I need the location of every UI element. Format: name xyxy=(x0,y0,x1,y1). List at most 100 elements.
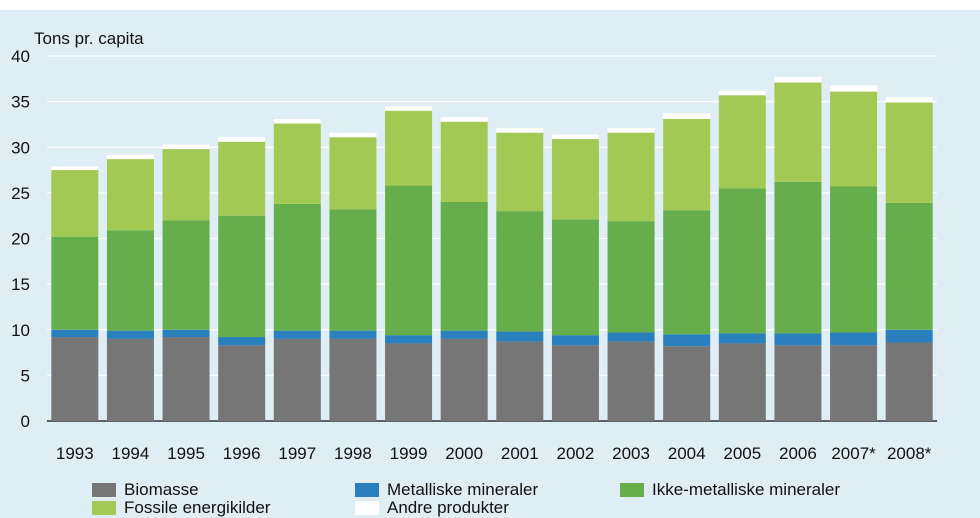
bar-segment-biomasse xyxy=(551,345,599,421)
bar-segment-andre-produkter xyxy=(607,128,655,133)
bar-segment-biomasse xyxy=(718,343,766,421)
bar-segment-metalliske-mineraler xyxy=(774,333,822,346)
bar-segment-fossile-energikilder xyxy=(663,118,711,211)
x-tick-label: 1995 xyxy=(167,444,205,463)
x-tick-label: 1993 xyxy=(56,444,94,463)
bar-segment-metalliske-mineraler xyxy=(51,329,99,338)
bar-segment-biomasse xyxy=(329,338,377,421)
bar-segment-fossile-energikilder xyxy=(329,137,377,210)
y-tick-label: 15 xyxy=(11,275,30,294)
x-tick-label: 2003 xyxy=(612,444,650,463)
bar-segment-andre-produkter xyxy=(218,137,266,142)
bar-segment-andre-produkter xyxy=(273,118,321,124)
legend-item: Fossile energikilder xyxy=(92,498,270,518)
y-tick-label: 0 xyxy=(21,412,30,431)
bar-segment-biomasse xyxy=(106,338,154,421)
bar-segment-fossile-energikilder xyxy=(385,110,433,186)
legend-swatch xyxy=(355,501,379,515)
bar-segment-ikke-metalliske-mineraler xyxy=(162,220,210,330)
bar-segment-andre-produkter xyxy=(718,90,766,96)
bar-segment-metalliske-mineraler xyxy=(162,329,210,338)
bar-segment-fossile-energikilder xyxy=(273,123,321,204)
x-tick-label: 2001 xyxy=(501,444,539,463)
bar-segment-fossile-energikilder xyxy=(496,132,544,212)
bar-segment-biomasse xyxy=(496,341,544,421)
bar-segment-fossile-energikilder xyxy=(106,159,154,231)
bar-segment-metalliske-mineraler xyxy=(496,331,544,342)
bar-segment-ikke-metalliske-mineraler xyxy=(774,181,822,334)
bar-segment-fossile-energikilder xyxy=(607,132,655,222)
legend-label: Andre produkter xyxy=(387,498,509,517)
bar-segment-andre-produkter xyxy=(551,134,599,140)
bar-segment-andre-produkter xyxy=(496,128,544,133)
bar-segment-ikke-metalliske-mineraler xyxy=(106,230,154,331)
bar-segment-fossile-energikilder xyxy=(774,82,822,182)
bar-segment-biomasse xyxy=(273,338,321,421)
x-tick-label: 2004 xyxy=(668,444,706,463)
bar-segment-ikke-metalliske-mineraler xyxy=(663,210,711,335)
bar-segment-fossile-energikilder xyxy=(440,121,488,202)
x-tick-label: 1997 xyxy=(278,444,316,463)
y-tick-labels: 0 5 10 15 20 25 30 35 40 xyxy=(11,47,30,431)
bar-segment-biomasse xyxy=(774,345,822,421)
bar-segment-fossile-energikilder xyxy=(718,95,766,189)
x-tick-label: 2006 xyxy=(779,444,817,463)
bar-segment-ikke-metalliske-mineraler xyxy=(551,219,599,336)
y-tick-label: 20 xyxy=(11,230,30,249)
bar-segment-metalliske-mineraler xyxy=(106,330,154,339)
bar-segment-andre-produkter xyxy=(885,97,933,103)
bar-segment-biomasse xyxy=(218,345,266,421)
legend-label: Biomasse xyxy=(124,480,199,499)
bar-segment-metalliske-mineraler xyxy=(830,332,878,346)
x-tick-label: 1994 xyxy=(112,444,150,463)
bar-segment-andre-produkter xyxy=(663,113,711,119)
bar-segment-biomasse xyxy=(162,337,210,421)
bar-segment-ikke-metalliske-mineraler xyxy=(218,215,266,338)
bar-segment-metalliske-mineraler xyxy=(607,332,655,342)
bar-segment-biomasse xyxy=(51,337,99,421)
bar-segment-ikke-metalliske-mineraler xyxy=(385,185,433,336)
bar-segment-ikke-metalliske-mineraler xyxy=(273,203,321,331)
x-tick-label: 1999 xyxy=(390,444,428,463)
x-tick-label: 2000 xyxy=(445,444,483,463)
bar-segment-fossile-energikilder xyxy=(830,91,878,187)
bar-segment-ikke-metalliske-mineraler xyxy=(885,202,933,330)
bar-segment-andre-produkter xyxy=(51,166,99,171)
x-tick-label: 2007* xyxy=(831,444,876,463)
bar-segment-biomasse xyxy=(830,345,878,421)
legend-item: Ikke-metalliske mineraler xyxy=(620,480,840,500)
x-tick-labels: 1993 1994 1995 1996 1997 1998 1999 2000 2001 2002… xyxy=(56,444,932,463)
bar-segment-ikke-metalliske-mineraler xyxy=(51,236,99,330)
legend-item: Biomasse xyxy=(92,480,199,500)
bar-segment-ikke-metalliske-mineraler xyxy=(830,186,878,333)
y-tick-label: 40 xyxy=(11,47,30,66)
bar-segment-fossile-energikilder xyxy=(162,149,210,221)
bar-segment-andre-produkter xyxy=(774,76,822,83)
bar-segment-metalliske-mineraler xyxy=(273,330,321,339)
x-tick-label: 1998 xyxy=(334,444,372,463)
y-tick-label: 25 xyxy=(11,184,30,203)
bar-segment-biomasse xyxy=(885,342,933,421)
bar-segment-fossile-energikilder xyxy=(551,139,599,220)
legend-swatch xyxy=(92,501,116,515)
legend-item: Andre produkter xyxy=(355,498,509,518)
bar-segment-andre-produkter xyxy=(385,106,433,111)
bar-segment-metalliske-mineraler xyxy=(885,329,933,343)
bar-segment-ikke-metalliske-mineraler xyxy=(329,209,377,331)
bar-segment-biomasse xyxy=(440,338,488,421)
bar-segment-metalliske-mineraler xyxy=(718,333,766,344)
bar-segment-ikke-metalliske-mineraler xyxy=(607,221,655,333)
bar-segment-metalliske-mineraler xyxy=(329,330,377,339)
y-tick-label: 35 xyxy=(11,93,30,112)
bar-segment-ikke-metalliske-mineraler xyxy=(718,188,766,334)
bar-segment-fossile-energikilder xyxy=(218,141,266,216)
y-tick-label: 30 xyxy=(11,138,30,157)
bar-segment-andre-produkter xyxy=(440,117,488,122)
legend-label: Metalliske mineraler xyxy=(387,480,539,499)
bar-segment-biomasse xyxy=(663,346,711,421)
legend-swatch xyxy=(620,483,644,497)
bars xyxy=(51,76,933,421)
bar-segment-andre-produkter xyxy=(329,132,377,138)
